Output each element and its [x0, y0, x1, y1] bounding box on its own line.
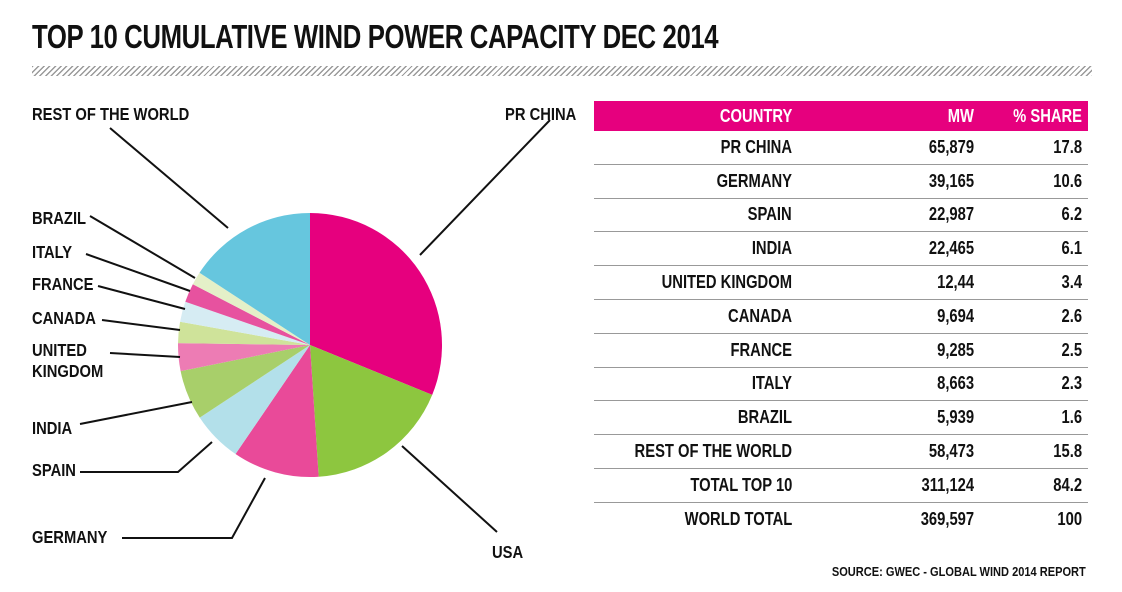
table-row: WORLD TOTAL 369,597 100	[594, 502, 1088, 535]
cell-share: 15.8	[980, 434, 1088, 469]
table-row: FRANCE 9,285 2.5	[594, 333, 1088, 368]
header-country: COUNTRY	[594, 101, 798, 131]
leader-line	[89, 215, 196, 279]
cell-share: 17.8	[980, 131, 1088, 165]
table-row: INDIA 22,465 6.1	[594, 231, 1088, 267]
cell-mw: 12,44	[798, 265, 980, 300]
cell-mw: 9,285	[798, 333, 980, 368]
pie-label: USA	[492, 543, 523, 563]
leader-line	[419, 119, 551, 256]
table-row: ITALY 8,663 2.3	[594, 367, 1088, 402]
header-share: % SHARE	[980, 101, 1088, 131]
cell-mw: 58,473	[798, 434, 980, 469]
pie-slice-pr-china	[310, 213, 443, 395]
pie-slice-germany	[235, 345, 319, 477]
pie-slice-france	[180, 301, 310, 345]
table-row: UNITED KINGDOM 12,44 3.4	[594, 265, 1088, 300]
leader-line	[122, 477, 266, 539]
pie-label: REST OF THE WORLD	[32, 105, 189, 125]
cell-country: FRANCE	[594, 333, 798, 368]
cell-mw: 65,879	[798, 131, 980, 165]
table-header-row: COUNTRY MW % SHARE	[594, 101, 1088, 131]
leader-line	[97, 285, 186, 310]
cell-country: INDIA	[594, 231, 798, 267]
cell-mw: 5,939	[798, 400, 980, 436]
cell-country: BRAZIL	[594, 400, 798, 436]
cell-share: 2.3	[980, 367, 1088, 402]
cell-share: 3.4	[980, 265, 1088, 300]
cell-mw: 8,663	[798, 367, 980, 402]
pie-label: INDIA	[32, 419, 72, 439]
pie-label: UNITED KINGDOM	[32, 341, 103, 382]
cell-share: 2.5	[980, 333, 1088, 368]
title-divider	[32, 66, 1092, 76]
source-note: SOURCE: GWEC - GLOBAL WIND 2014 REPORT	[832, 564, 1086, 579]
header-mw: MW	[798, 101, 980, 131]
pie-label: CANADA	[32, 309, 96, 329]
leader-line	[109, 352, 181, 358]
cell-mw: 39,165	[798, 164, 980, 199]
page-title: TOP 10 CUMULATIVE WIND POWER CAPACITY DE…	[32, 18, 719, 55]
cell-country: UNITED KINGDOM	[594, 265, 798, 300]
cell-country: ITALY	[594, 367, 798, 402]
pie-slices	[178, 213, 443, 477]
pie-chart: PR CHINA USA GERMANY SPAIN INDIA UNITED KINGDO…	[32, 105, 576, 563]
cell-mw: 22,987	[798, 198, 980, 233]
pie-label: ITALY	[32, 243, 72, 263]
cell-country: WORLD TOTAL	[684, 508, 792, 529]
cell-share: 100	[1057, 508, 1082, 529]
cell-country: GERMANY	[594, 164, 798, 199]
pie-label: PR CHINA	[505, 105, 576, 125]
pie-slice-united-kingdom	[178, 343, 310, 372]
cell-mw: 311,124	[798, 468, 980, 503]
cell-mw: 369,597	[920, 508, 974, 529]
cell-share: 1.6	[980, 400, 1088, 436]
table-row: TOTAL TOP 10 311,124 84.2	[594, 468, 1088, 503]
pie-slice-rest-of-the-world	[199, 213, 310, 345]
pie-slice-india	[180, 345, 310, 418]
table-row: PR CHINA 65,879 17.8	[594, 131, 1088, 165]
table-row: CANADA 9,694 2.6	[594, 299, 1088, 334]
pie-label: FRANCE	[32, 275, 93, 295]
pie-labels: PR CHINA USA GERMANY SPAIN INDIA UNITED KINGDO…	[32, 105, 576, 563]
pie-leader-lines	[79, 119, 551, 539]
cell-share: 6.2	[980, 198, 1088, 233]
cell-share: 6.1	[980, 231, 1088, 267]
cell-country: REST OF THE WORLD	[594, 434, 798, 469]
leader-line	[79, 401, 193, 425]
pie-slice-italy	[185, 284, 310, 345]
pie-slice-canada	[178, 321, 310, 345]
leader-line	[80, 441, 213, 473]
table-row: GERMANY 39,165 10.6	[594, 164, 1088, 199]
capacity-table: COUNTRY MW % SHARE PR CHINA 65,879 17.8 GER…	[594, 101, 1088, 536]
leader-line	[401, 445, 498, 533]
cell-mw: 9,694	[798, 299, 980, 334]
cell-country: SPAIN	[594, 198, 798, 233]
cell-mw: 22,465	[798, 231, 980, 267]
pie-label: BRAZIL	[32, 209, 86, 229]
leader-line	[85, 253, 191, 292]
cell-share: 84.2	[980, 468, 1088, 503]
cell-country: CANADA	[594, 299, 798, 334]
table-row: REST OF THE WORLD 58,473 15.8	[594, 434, 1088, 469]
cell-share: 2.6	[980, 299, 1088, 334]
pie-slice-brazil	[192, 272, 310, 345]
table-row: SPAIN 22,987 6.2	[594, 198, 1088, 233]
cell-share: 10.6	[980, 164, 1088, 199]
pie-slice-spain	[199, 345, 310, 454]
pie-label: SPAIN	[32, 461, 76, 481]
pie-slice-usa	[310, 345, 433, 477]
leader-line	[101, 319, 181, 331]
pie-label: GERMANY	[32, 528, 107, 548]
cell-country: TOTAL TOP 10	[594, 468, 798, 503]
leader-line	[109, 127, 229, 229]
table-row: BRAZIL 5,939 1.6	[594, 400, 1088, 436]
cell-country: PR CHINA	[594, 131, 798, 165]
